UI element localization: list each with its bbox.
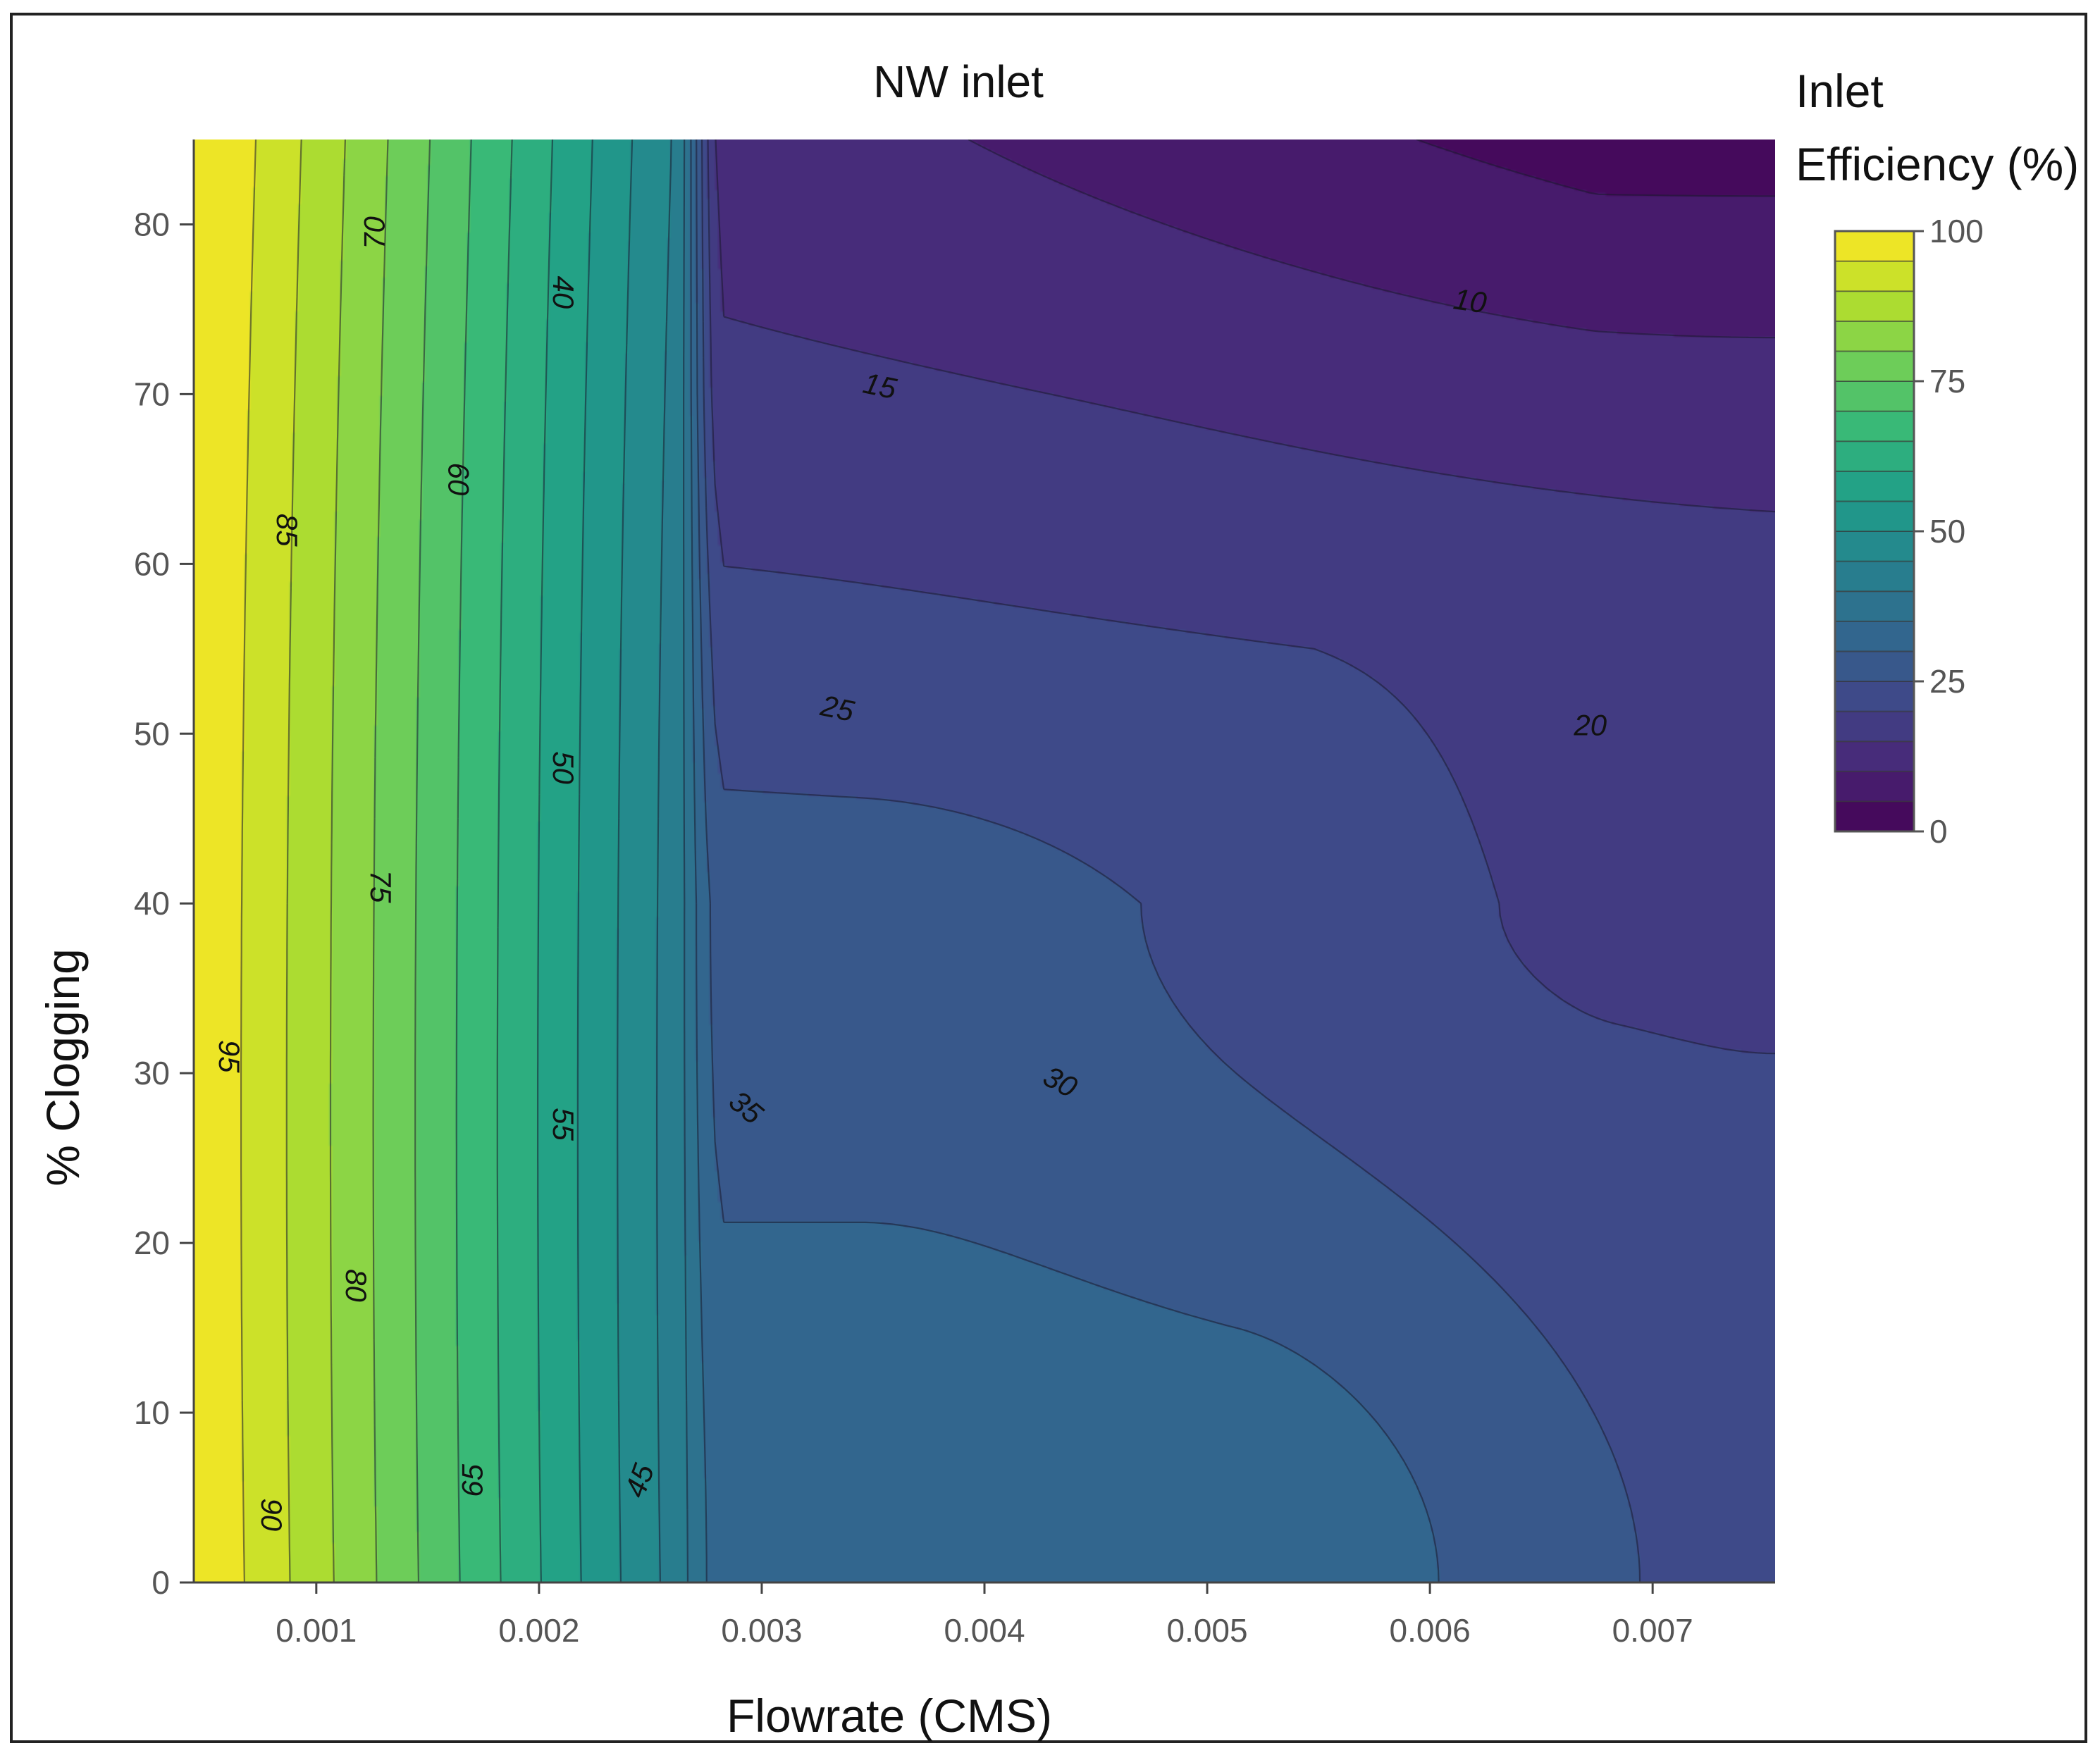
contour-line-85 bbox=[329, 140, 346, 1582]
contour-label-70: 70 bbox=[358, 216, 391, 249]
chart-title: NW inlet bbox=[873, 56, 1044, 107]
colorbar-band bbox=[1834, 620, 1915, 652]
y-axis-title: % Clogging bbox=[37, 948, 89, 1187]
y-tick-label: 10 bbox=[134, 1394, 170, 1431]
contour-line-65 bbox=[496, 140, 513, 1582]
colorbar-band bbox=[1834, 531, 1915, 562]
contour-line-75 bbox=[414, 140, 431, 1582]
x-tick-label: 0.007 bbox=[1612, 1612, 1693, 1649]
contour-label-95: 95 bbox=[213, 1040, 246, 1073]
colorbar-band bbox=[1834, 290, 1915, 322]
colorbar-band bbox=[1834, 260, 1915, 292]
y-tick-label: 0 bbox=[152, 1564, 170, 1601]
colorbar-band bbox=[1834, 440, 1915, 472]
colorbar-tick-label: 75 bbox=[1929, 363, 1965, 399]
colorbar-tick-label: 0 bbox=[1929, 813, 1948, 850]
colorbar-band bbox=[1834, 320, 1915, 352]
contour-label-75: 75 bbox=[364, 870, 397, 903]
colorbar-band bbox=[1834, 350, 1915, 382]
contour-label-20: 20 bbox=[1573, 709, 1607, 742]
contour-label-40: 40 bbox=[547, 275, 580, 309]
x-tick-label: 0.004 bbox=[944, 1612, 1025, 1649]
y-tick-label: 80 bbox=[134, 206, 170, 242]
contour-label-80: 80 bbox=[340, 1269, 373, 1302]
contour-line-40 bbox=[683, 140, 689, 1582]
contour-label-60: 60 bbox=[443, 463, 476, 496]
colorbar-band bbox=[1834, 230, 1915, 262]
contour-line-55 bbox=[576, 140, 593, 1582]
x-tick-label: 0.001 bbox=[276, 1612, 357, 1649]
x-tick-label: 0.005 bbox=[1166, 1612, 1247, 1649]
colorbar-band bbox=[1834, 650, 1915, 683]
contour-line-10 bbox=[968, 140, 1775, 339]
contour-line-80 bbox=[372, 140, 389, 1582]
colorbar-band bbox=[1834, 560, 1915, 593]
x-tick-label: 0.003 bbox=[721, 1612, 802, 1649]
y-tick-label: 20 bbox=[134, 1225, 170, 1261]
colorbar-band bbox=[1834, 590, 1915, 622]
contour-label-15: 15 bbox=[860, 366, 900, 406]
contour-line-25 bbox=[701, 140, 1641, 1582]
contour-line-50 bbox=[617, 140, 634, 1582]
contour-line-35 bbox=[690, 140, 708, 1582]
colorbar-title-line1: Inlet bbox=[1796, 65, 1884, 117]
contour-label-65: 65 bbox=[456, 1463, 489, 1497]
y-tick-label: 70 bbox=[134, 376, 170, 412]
y-tick-label: 40 bbox=[134, 885, 170, 922]
colorbar-band bbox=[1834, 710, 1915, 743]
contour-label-50: 50 bbox=[547, 751, 580, 784]
colorbar-band bbox=[1834, 380, 1915, 412]
contour-fill bbox=[194, 140, 1775, 1582]
contour-lines bbox=[240, 140, 1775, 1582]
contour-line-70 bbox=[455, 140, 472, 1582]
contour-line-30 bbox=[696, 140, 1440, 1582]
contour-line-15 bbox=[715, 140, 1775, 513]
colorbar-band bbox=[1834, 500, 1915, 533]
colorbar-band bbox=[1834, 800, 1915, 833]
contour-label-55: 55 bbox=[547, 1108, 580, 1141]
contour-line-5 bbox=[1416, 140, 1775, 197]
colorbar-band bbox=[1834, 681, 1915, 712]
contour-label-25: 25 bbox=[817, 688, 858, 728]
colorbar-tick-label: 25 bbox=[1929, 663, 1965, 700]
contour-line-60 bbox=[537, 140, 554, 1582]
y-tick-label: 30 bbox=[134, 1055, 170, 1091]
contour-line-90 bbox=[285, 140, 302, 1582]
colorbar-band bbox=[1834, 741, 1915, 772]
contour-line-95 bbox=[240, 140, 257, 1582]
y-axis: 0 10 20 30 40 50 60 70 80 bbox=[134, 140, 195, 1601]
colorbar-band bbox=[1834, 410, 1915, 442]
x-tick-label: 0.002 bbox=[498, 1612, 579, 1649]
colorbar-band bbox=[1834, 470, 1915, 502]
contour-label-10: 10 bbox=[1452, 282, 1489, 319]
x-tick-label: 0.006 bbox=[1390, 1612, 1471, 1649]
contour-label-90: 90 bbox=[255, 1498, 288, 1531]
contour-line-45 bbox=[656, 140, 672, 1582]
y-tick-label: 60 bbox=[134, 545, 170, 582]
colorbar-tick-label: 100 bbox=[1929, 213, 1984, 249]
contour-label-85: 85 bbox=[271, 514, 304, 547]
y-tick-label: 50 bbox=[134, 715, 170, 752]
colorbar: 0 25 50 75 100 bbox=[1834, 213, 1984, 850]
colorbar-band bbox=[1834, 770, 1915, 803]
contour-line-20 bbox=[707, 140, 1775, 1055]
x-axis-title: Flowrate (CMS) bbox=[727, 1690, 1052, 1742]
x-axis: 0.001 0.002 0.003 0.004 0.005 0.006 0.007 bbox=[194, 1581, 1775, 1649]
colorbar-tick-label: 50 bbox=[1929, 513, 1965, 550]
colorbar-title-line2: Efficiency (%) bbox=[1796, 138, 2079, 190]
